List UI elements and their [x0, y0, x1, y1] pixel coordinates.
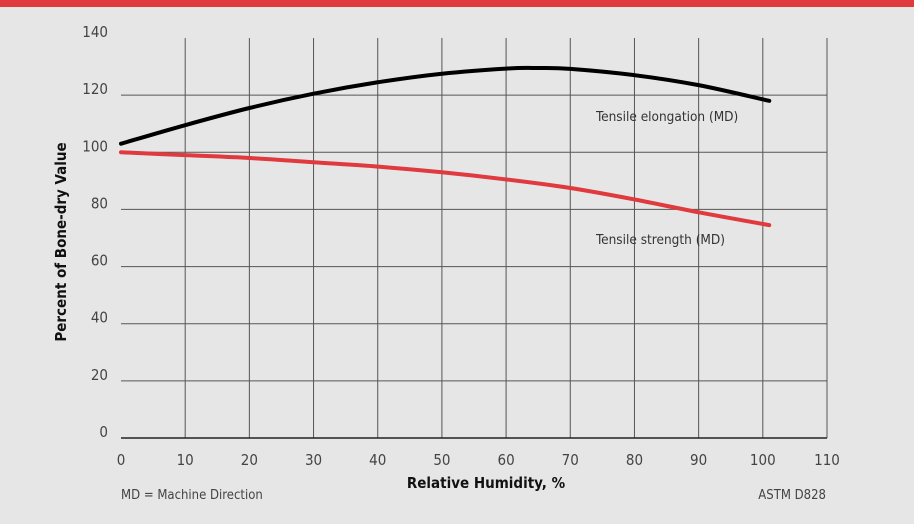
y-tick-label: 60	[91, 252, 108, 270]
y-tick-label: 80	[91, 194, 108, 212]
series-line-strength	[119, 150, 772, 228]
x-tick-label: 20	[241, 451, 258, 469]
x-tick-label: 70	[562, 451, 579, 469]
tick-labels: 0 20 40 60 80 100 120 140 0 10 20 30 40 50 60 70 80 90 100…	[82, 23, 840, 469]
series-label-strength: Tensile strength (MD)	[595, 232, 725, 248]
top-accent-bar	[0, 0, 914, 7]
x-tick-label: 30	[305, 451, 322, 469]
y-axis-title: Percent of Bone-dry Value	[52, 142, 70, 341]
y-tick-label: 140	[82, 23, 108, 41]
series-lines	[119, 65, 772, 228]
x-tick-label: 10	[177, 451, 194, 469]
x-tick-label: 110	[814, 451, 840, 469]
series-label-elongation: Tensile elongation (MD)	[595, 109, 738, 125]
x-tick-label: 50	[433, 451, 450, 469]
x-tick-label: 60	[498, 451, 515, 469]
x-tick-label: 100	[750, 451, 776, 469]
y-tick-label: 40	[91, 309, 108, 327]
y-tick-label: 100	[82, 137, 108, 155]
y-tick-label: 20	[91, 366, 108, 384]
footnote-md-definition: MD = Machine Direction	[121, 488, 263, 503]
footnote-standard: ASTM D828	[758, 488, 826, 503]
series-line-elongation	[119, 65, 772, 146]
y-tick-label: 120	[82, 80, 108, 98]
x-tick-label: 80	[626, 451, 643, 469]
grid	[121, 38, 828, 439]
x-tick-label: 0	[117, 451, 126, 469]
x-axis-title: Relative Humidity, %	[407, 474, 566, 492]
x-tick-label: 90	[690, 451, 707, 469]
x-tick-label: 40	[369, 451, 386, 469]
y-tick-label: 0	[99, 423, 108, 441]
